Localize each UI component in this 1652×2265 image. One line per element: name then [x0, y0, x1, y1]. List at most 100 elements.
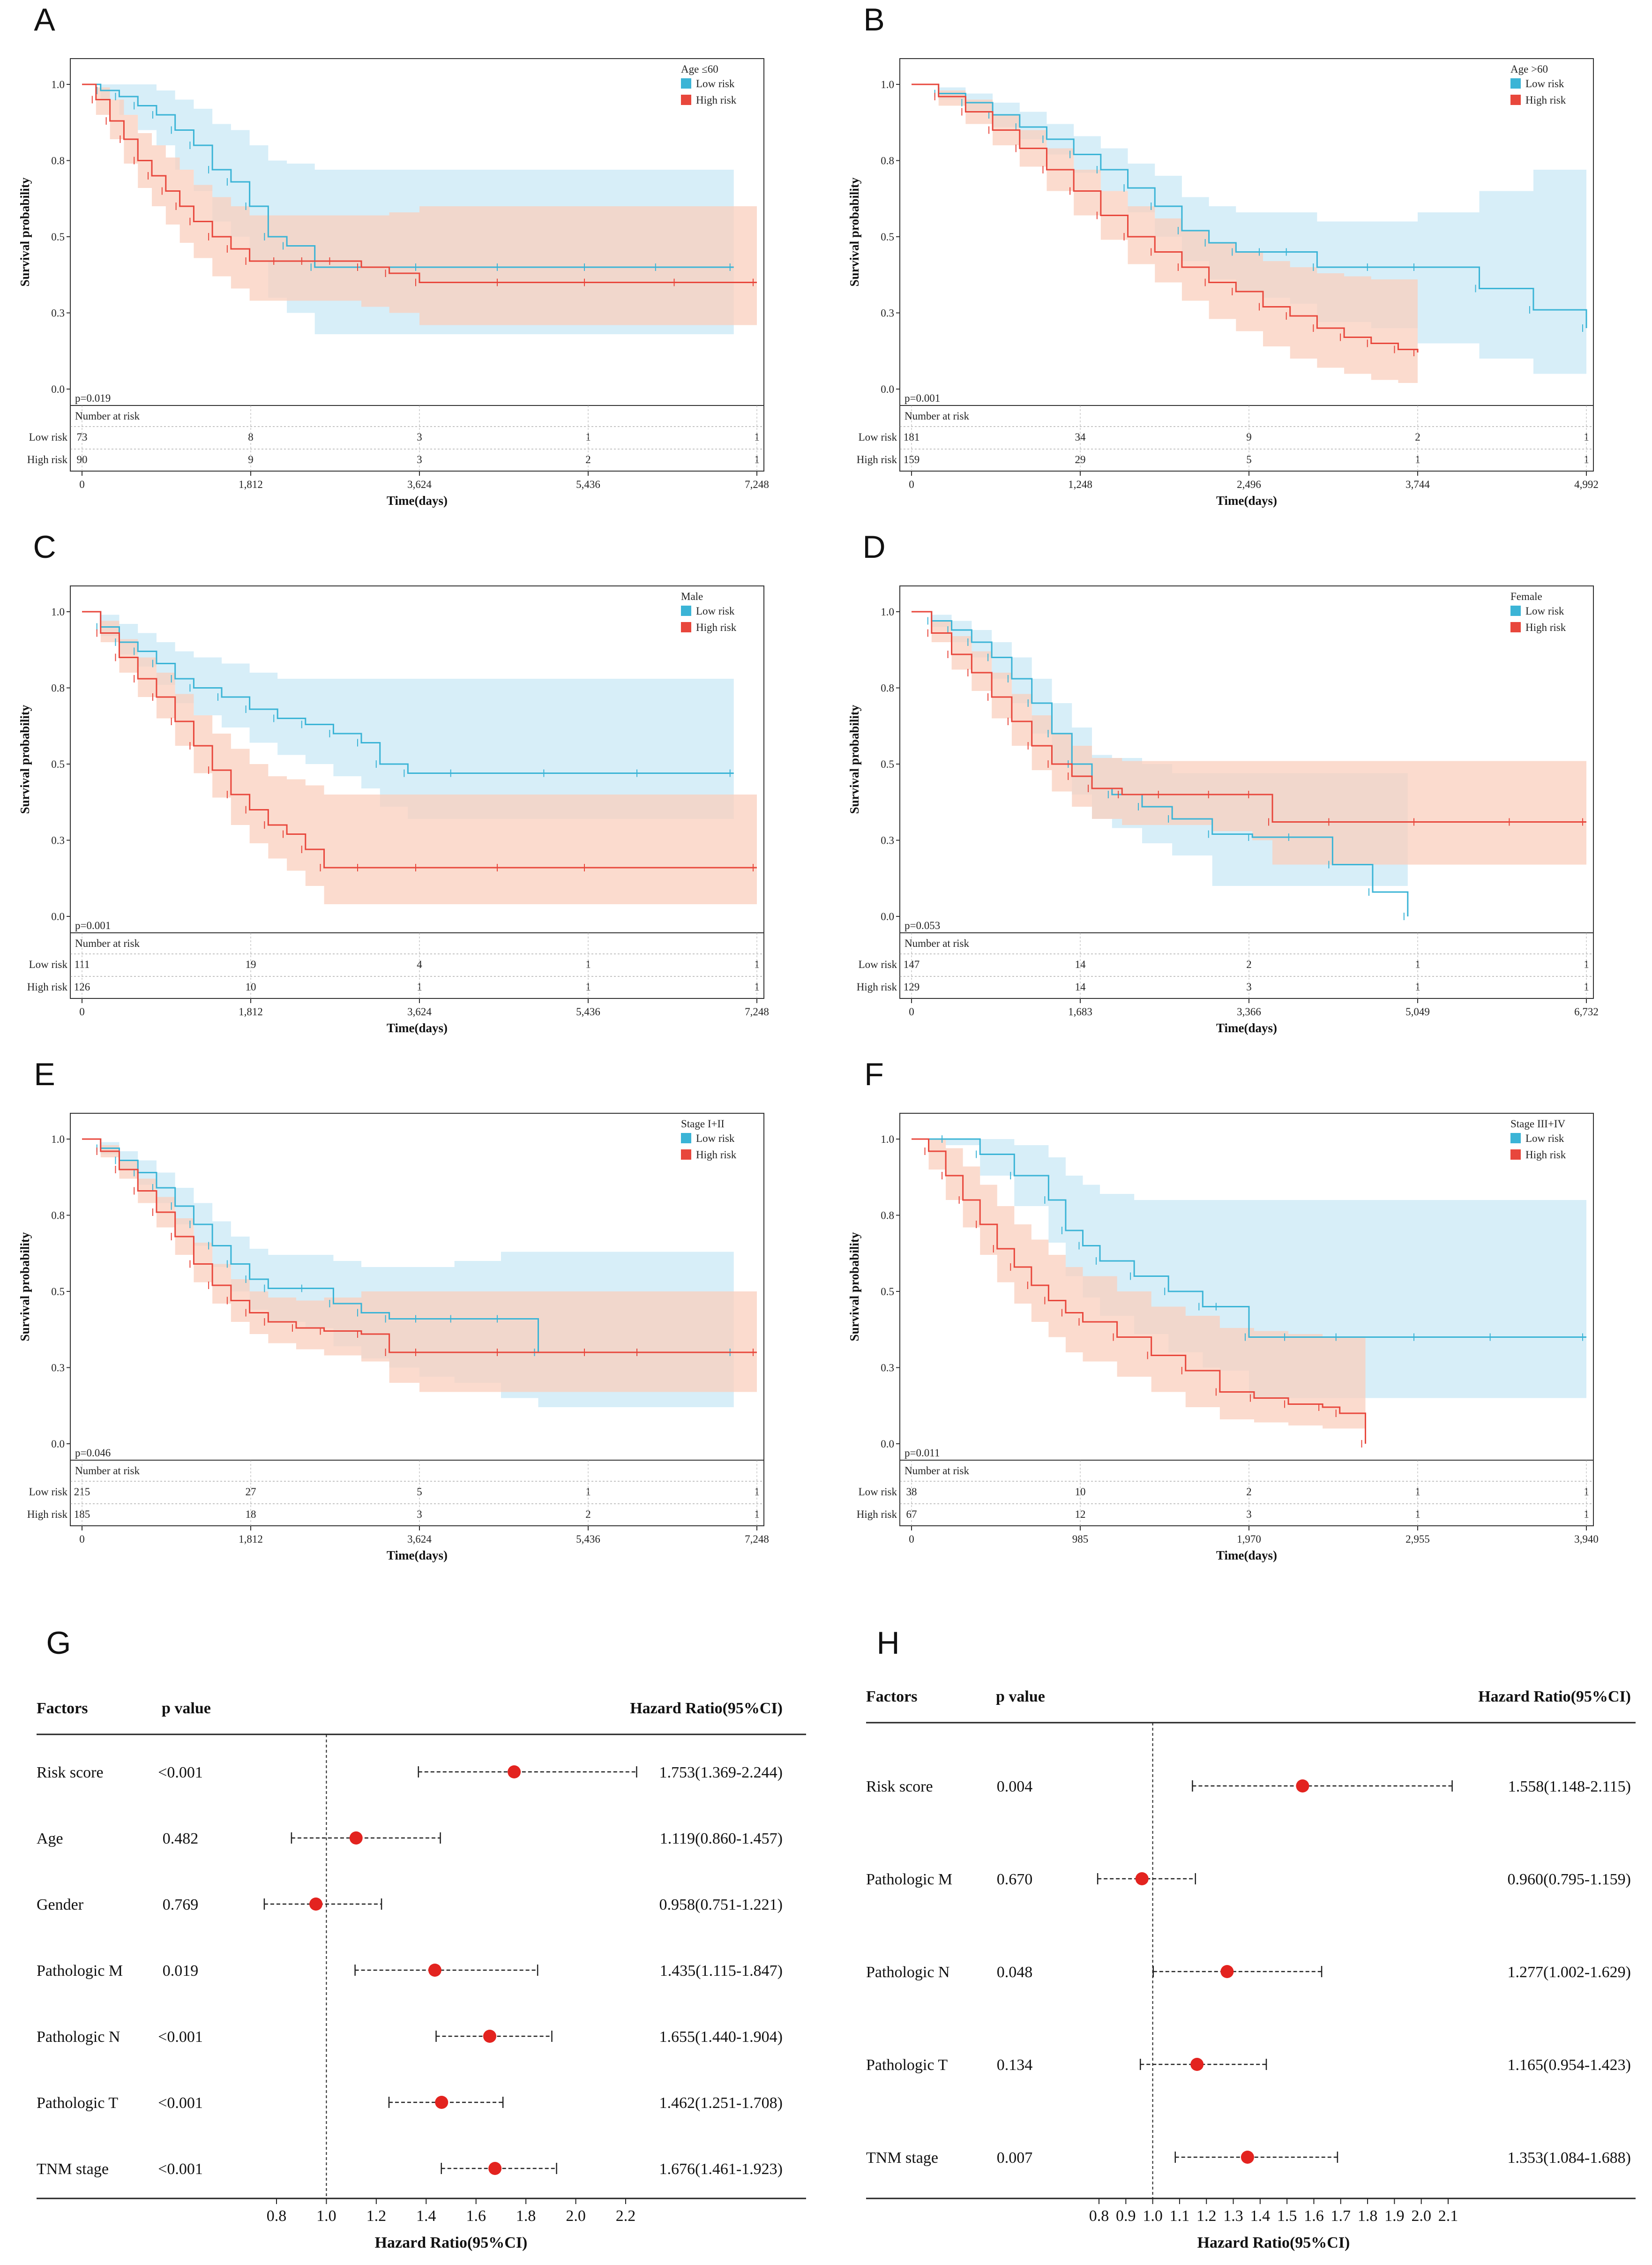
- hazard-ratio-text: 1.119(0.860-1.457): [660, 1830, 783, 1847]
- forest-panel-h: H Factors p value Hazard Ratio(95%CI) Risk s…: [866, 1625, 1636, 2251]
- hazard-ratio-text: 0.960(0.795-1.159): [1508, 1871, 1631, 1888]
- km-panel-d: D 0.0 0.3 0.5 0.8 1.0 Survival probability Fema…: [847, 529, 1599, 1035]
- factor-label: Risk score: [866, 1778, 933, 1795]
- low-risk-ci-band: [82, 612, 734, 819]
- x-axis-title: Time(days): [387, 1548, 448, 1562]
- risk-table-title: Number at risk: [75, 938, 140, 949]
- panel-label: C: [33, 529, 56, 565]
- low-risk-legend-swatch: [1510, 78, 1521, 89]
- p-value: p=0.046: [75, 1447, 111, 1459]
- high-risk-row-label: High risk: [27, 1508, 68, 1520]
- x-tick-label: 1.8: [516, 2207, 536, 2225]
- hazard-ratio-point: [435, 2096, 449, 2109]
- panel-label: B: [863, 2, 884, 38]
- y-tick-label: 0.0: [51, 911, 65, 922]
- y-axis-title: Survival probability: [18, 705, 32, 814]
- legend-label: High risk: [696, 94, 737, 106]
- factor-label: TNM stage: [866, 2149, 938, 2167]
- panel-label: F: [864, 1057, 884, 1092]
- risk-table-title: Number at risk: [75, 410, 140, 422]
- low-risk-legend-swatch: [1510, 606, 1521, 616]
- x-tick-label: 1,812: [239, 1533, 263, 1545]
- x-tick-label: 5,436: [576, 479, 600, 490]
- low-risk-survival-curve: [82, 611, 734, 774]
- x-tick-label: 2,955: [1405, 1533, 1430, 1545]
- legend-label: High risk: [1525, 1149, 1566, 1161]
- p-value: p=0.019: [75, 392, 111, 404]
- x-tick-label: 1,970: [1237, 1533, 1261, 1545]
- x-tick-label: 1,683: [1068, 1006, 1092, 1018]
- hazard-ratio-text: 1.676(1.461-1.923): [659, 2160, 783, 2178]
- x-tick-label: 2.0: [1411, 2207, 1431, 2225]
- x-tick-label: 5,436: [576, 1006, 600, 1018]
- x-tick-label: 0: [79, 479, 85, 490]
- x-tick-label: 3,624: [407, 479, 432, 490]
- y-tick-label: 0.0: [881, 1438, 894, 1450]
- legend-label: High risk: [696, 622, 737, 633]
- high-risk-row-label: High risk: [27, 981, 68, 993]
- hazard-ratio-header: Hazard Ratio(95%CI): [630, 1700, 783, 1717]
- x-tick-label: 0.8: [1089, 2207, 1109, 2225]
- high-risk-row-label: High risk: [857, 1508, 897, 1520]
- high-risk-survival-curve: [82, 83, 757, 283]
- legend-title: Male: [681, 591, 703, 602]
- high-risk-legend-swatch: [681, 95, 691, 105]
- high-risk-ci-band: [912, 612, 1586, 865]
- y-tick-label: 1.0: [51, 606, 65, 618]
- km-panel-c: C 0.0 0.3 0.5 0.8 1.0 Survival probability Male…: [18, 529, 769, 1035]
- hazard-ratio-point: [1241, 2151, 1254, 2164]
- hazard-ratio-text: 1.753(1.369-2.244): [659, 1764, 783, 1781]
- factor-label: Pathologic M: [866, 1871, 952, 1888]
- x-tick-label: 0.8: [267, 2207, 287, 2225]
- high-risk-ci-band: [82, 84, 757, 325]
- risk-table-title: Number at risk: [904, 410, 969, 422]
- forest-panel-g: G Factors p value Hazard Ratio(95%CI) Risk s…: [37, 1625, 806, 2251]
- x-tick-label: 1.9: [1384, 2207, 1405, 2225]
- y-tick-label: 0.0: [51, 383, 65, 395]
- factor-label: Gender: [37, 1896, 84, 1913]
- x-tick-label: 1.5: [1277, 2207, 1297, 2225]
- x-tick-label: 2.1: [1438, 2207, 1458, 2225]
- hazard-ratio-point: [1296, 1779, 1309, 1792]
- x-axis-title: Hazard Ratio(95%CI): [375, 2234, 528, 2251]
- y-tick-label: 0.3: [881, 308, 894, 319]
- low-risk-row-label: Low risk: [859, 431, 897, 443]
- risk-table-frame: [70, 405, 764, 472]
- factor-label: Age: [37, 1830, 63, 1847]
- p-value: p=0.053: [904, 920, 940, 931]
- hazard-ratio-point: [349, 1831, 363, 1845]
- factors-header: Factors: [866, 1688, 918, 1705]
- x-tick-label: 3,744: [1405, 479, 1430, 490]
- y-tick-label: 0.8: [881, 682, 894, 694]
- x-tick-label: 1,812: [239, 1006, 263, 1018]
- low-risk-row-label: Low risk: [29, 431, 68, 443]
- panel-label: G: [46, 1625, 71, 1661]
- p-value: 0.670: [997, 1871, 1033, 1888]
- high-risk-row-label: High risk: [857, 981, 897, 993]
- low-risk-row-label: Low risk: [859, 1486, 897, 1498]
- p-value-header: p value: [996, 1688, 1045, 1705]
- low-risk-survival-curve: [912, 1138, 1586, 1338]
- y-tick-label: 0.3: [51, 1362, 65, 1374]
- hazard-ratio-text: 1.558(1.148-2.115): [1508, 1778, 1631, 1795]
- legend-label: Low risk: [696, 605, 735, 617]
- hazard-ratio-point: [1135, 1872, 1149, 1885]
- hazard-ratio-point: [1190, 2058, 1204, 2071]
- hazard-ratio-point: [488, 2162, 502, 2175]
- p-value: 0.769: [163, 1896, 199, 1913]
- y-axis-title: Survival probability: [847, 177, 861, 286]
- x-tick-label: 0: [79, 1006, 85, 1018]
- km-panel-f: F 0.0 0.3 0.5 0.8 1.0 Survival probability Stag…: [847, 1057, 1599, 1562]
- hazard-ratio-text: 1.165(0.954-1.423): [1508, 2056, 1631, 2074]
- high-risk-ci-band: [912, 1139, 1366, 1429]
- km-panel-a: A 0.0 0.3 0.5 0.8 1.0 Survival probability Age …: [18, 2, 769, 508]
- low-risk-legend-swatch: [681, 606, 691, 616]
- panel-label: A: [34, 2, 55, 38]
- x-tick-label: 0: [909, 1006, 914, 1018]
- x-tick-label: 3,624: [407, 1533, 432, 1545]
- y-tick-label: 0.8: [881, 155, 894, 167]
- y-tick-label: 0.8: [881, 1210, 894, 1222]
- x-tick-label: 1.4: [1250, 2207, 1271, 2225]
- x-tick-label: 985: [1072, 1533, 1089, 1545]
